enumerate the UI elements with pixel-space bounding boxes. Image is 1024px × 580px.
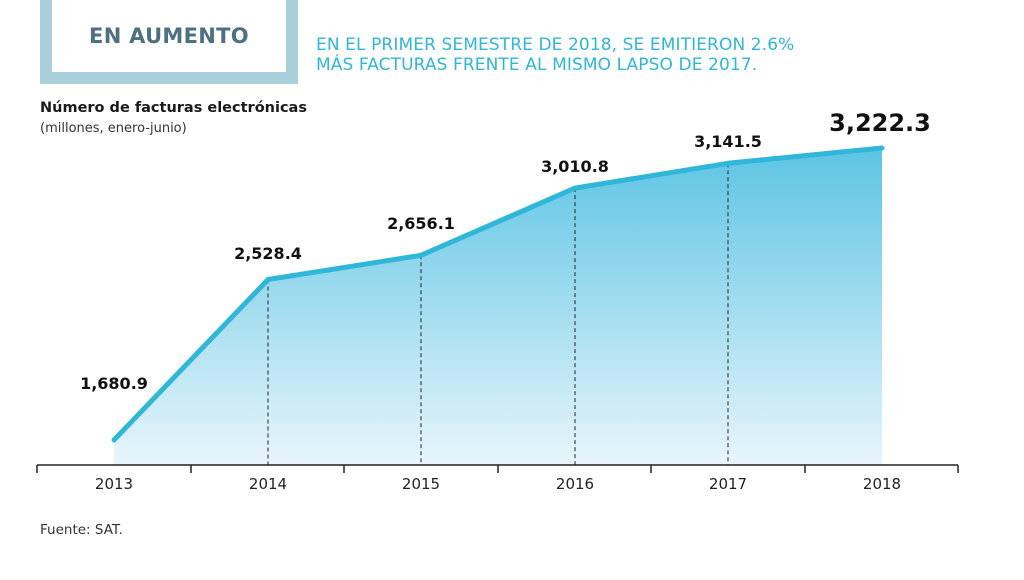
headline-line-1: EN EL PRIMER SEMESTRE DE 2018, SE EMITIE… [316, 35, 795, 55]
x-tick-label-2015: 2015 [402, 475, 440, 493]
x-tick-label-2016: 2016 [556, 475, 594, 493]
x-tick-label-2017: 2017 [709, 475, 747, 493]
value-label-2016: 3,010.8 [541, 157, 609, 176]
value-label-2014: 2,528.4 [234, 244, 302, 263]
value-label-2018: 3,222.3 [829, 109, 931, 137]
chart-subtitle: (millones, enero-junio) [40, 121, 187, 136]
chart-title: Número de facturas electrónicas [40, 100, 307, 116]
series-line [111, 145, 885, 443]
value-label-2015: 2,656.1 [387, 214, 455, 233]
headline-line-2: MÁS FACTURAS FRENTE AL MISMO LAPSO DE 20… [316, 55, 758, 75]
x-tick-label-2013: 2013 [95, 475, 133, 493]
area-fill [114, 148, 882, 465]
x-tick-label-2018: 2018 [863, 475, 901, 493]
value-label-2013: 1,680.9 [80, 374, 148, 393]
badge-inner: EN AUMENTO [52, 0, 286, 72]
x-tick-label-2014: 2014 [249, 475, 287, 493]
headline-badge: EN AUMENTO [40, 0, 298, 84]
value-label-2017: 3,141.5 [694, 132, 762, 151]
source-note: Fuente: SAT. [40, 522, 123, 538]
headline: EN EL PRIMER SEMESTRE DE 2018, SE EMITIE… [316, 35, 936, 75]
badge-label: EN AUMENTO [89, 24, 249, 48]
